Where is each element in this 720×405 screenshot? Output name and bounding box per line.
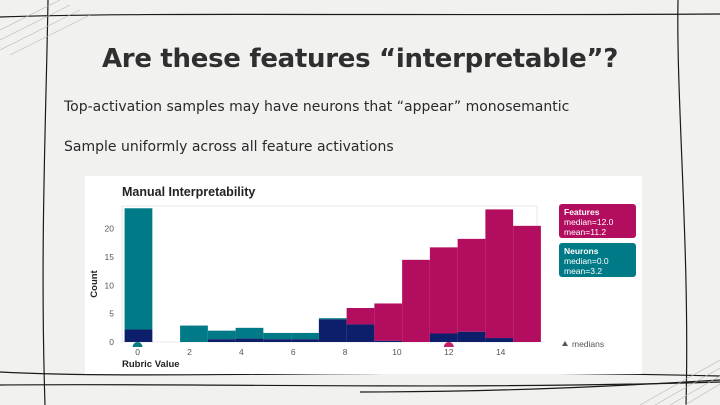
legend-neurons: Neurons median=0.0 mean=3.2 (559, 243, 636, 277)
bar-neurons-bin-2 (180, 325, 208, 342)
bar-neurons-bin-6 (291, 332, 319, 340)
bar-features-bin-11 (429, 247, 458, 334)
legend-features-median: median=12.0 (564, 217, 614, 227)
legend-features-mean: mean=11.2 (564, 227, 607, 237)
bar-features-bin-12 (457, 238, 486, 332)
x-tick-label-8: 8 (343, 347, 348, 357)
bar-overlap-bin-12 (457, 331, 486, 342)
bar-overlap-bin-13 (485, 338, 514, 342)
x-tick-label-14: 14 (496, 347, 506, 357)
y-axis-label: Count (89, 269, 100, 297)
legend-features: Features median=12.0 mean=11.2 (559, 204, 636, 238)
y-tick-label-20: 20 (105, 224, 115, 234)
median-marker-neurons (132, 342, 143, 347)
bar-overlap-bin-11 (429, 333, 458, 342)
legend-features-title: Features (564, 207, 600, 217)
median-marker-features (443, 342, 454, 347)
bar-overlap-bin-5 (263, 339, 292, 342)
bar-features-bin-8 (346, 308, 375, 325)
bullet-top-activation: Top-activation samples may have neurons … (64, 99, 570, 115)
bar-features-bin-10 (402, 259, 430, 342)
bar-neurons-bin-3 (207, 330, 236, 340)
medians-label: medians (572, 339, 605, 349)
bar-neurons-bin-7 (318, 318, 347, 320)
bar-overlap-bin-7 (318, 319, 347, 342)
legend-neurons-median: median=0.0 (564, 256, 609, 266)
chart-title: Manual Interpretability (122, 185, 255, 199)
bar-features-bin-14 (513, 225, 541, 342)
bar-neurons-bin-4 (235, 327, 264, 339)
legend-neurons-mean: mean=3.2 (564, 266, 603, 276)
slide-title: Are these features “interpretable”? (101, 44, 619, 74)
histogram-chart-card: Manual Interpretability 0 2 4 6 8 10 12 14 0 5 10 15… (85, 176, 642, 374)
bar-overlap-bin-6 (291, 339, 319, 342)
x-tick-label-0: 0 (135, 347, 140, 357)
bar-features-bin-13 (485, 209, 514, 339)
y-tick-label-5: 5 (109, 309, 114, 319)
bar-neurons-bin-5 (263, 332, 292, 340)
legend-neurons-title: Neurons (564, 246, 599, 256)
bar-overlap-bin-0 (124, 329, 153, 342)
bullet-sample-uniformly: Sample uniformly across all feature acti… (64, 139, 394, 155)
bar-features-bin-9 (374, 303, 403, 341)
y-tick-label-0: 0 (109, 337, 114, 347)
x-tick-label-6: 6 (291, 347, 296, 357)
bar-overlap-bin-8 (346, 324, 375, 342)
bar-overlap-bin-4 (235, 338, 264, 342)
x-tick-label-12: 12 (444, 347, 454, 357)
y-tick-label-10: 10 (105, 280, 115, 290)
x-axis-label: Rubric Value (122, 359, 180, 370)
bar-overlap-bin-3 (207, 339, 236, 342)
x-tick-label-2: 2 (187, 347, 192, 357)
x-tick-label-4: 4 (239, 347, 244, 357)
x-tick-label-10: 10 (392, 347, 402, 357)
bar-overlap-bin-9 (374, 340, 403, 342)
medians-legend: medians (562, 339, 604, 349)
bar-neurons-bin-0 (124, 208, 153, 330)
median-marker-icon (562, 341, 568, 346)
y-tick-label-15: 15 (105, 252, 115, 262)
histogram-chart: Manual Interpretability 0 2 4 6 8 10 12 14 0 5 10 15… (89, 185, 541, 370)
